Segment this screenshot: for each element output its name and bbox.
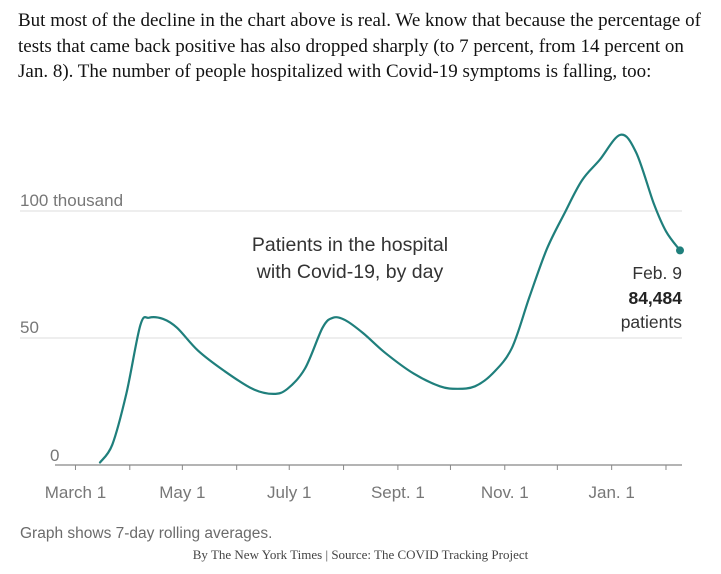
y-tick-label-100: 100 thousand: [20, 191, 123, 210]
x-tick-label-2: July 1: [267, 483, 311, 502]
byline: By The New York Times: [192, 547, 323, 562]
article-paragraph: But most of the decline in the chart abo…: [18, 10, 701, 82]
annotation-date: Feb. 9: [632, 263, 682, 283]
chart-footnote: Graph shows 7-day rolling averages.: [20, 525, 273, 542]
x-tick-label-0: March 1: [45, 483, 106, 502]
end-point-marker: [676, 246, 684, 255]
source-link[interactable]: Source: The COVID Tracking Project: [331, 547, 529, 562]
x-axis: March 1 May 1 July 1 Sept. 1 Nov. 1 Jan. 1: [45, 464, 682, 502]
y-tick-labels: 0 50 100 thousand: [20, 191, 123, 465]
chart-title-line-1: Patients in the hospital: [252, 234, 448, 256]
annotation-value: 84,484: [628, 288, 682, 308]
x-tick-label-1: May 1: [159, 483, 205, 502]
x-tick-label-3: Sept. 1: [371, 483, 425, 502]
y-tick-label-0: 0: [50, 446, 59, 465]
chart-title-line-2: with Covid-19, by day: [256, 261, 444, 283]
credit-separator: |: [325, 547, 329, 562]
y-tick-label-50: 50: [20, 318, 39, 337]
chart-credit: By The New York Times | Source: The COVI…: [0, 547, 721, 563]
gridlines: [20, 210, 682, 339]
series-line: [98, 133, 682, 464]
annotation-unit: patients: [621, 312, 683, 332]
x-tick-label-4: Nov. 1: [481, 483, 529, 502]
x-tick-label-5: Jan. 1: [589, 483, 635, 502]
